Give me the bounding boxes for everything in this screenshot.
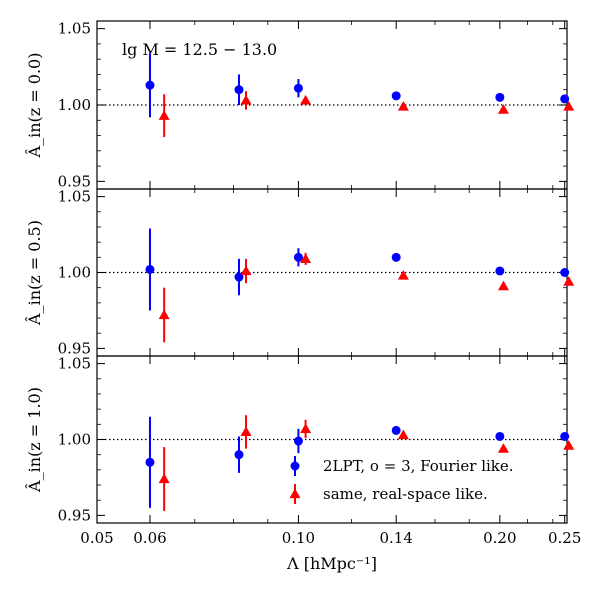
- data-point-circle: [560, 431, 570, 441]
- data-point-triangle: [158, 309, 170, 320]
- data-point-circle: [495, 431, 505, 441]
- data-point-circle: [391, 252, 401, 262]
- mass-bin-annotation: lg M = 12.5 − 13.0: [122, 40, 277, 59]
- data-point-triangle: [397, 101, 409, 111]
- data-point-circle: [293, 252, 303, 262]
- data-point-triangle: [240, 94, 252, 105]
- data-point-triangle: [497, 280, 509, 291]
- x-tick-label: 0.25: [548, 529, 581, 547]
- data-point-circle: [391, 91, 401, 101]
- y-tick-label: 1.00: [58, 96, 91, 114]
- data-point-triangle: [563, 101, 575, 111]
- y-tick-label: 1.05: [58, 355, 91, 373]
- panel-2: 0.95 1.00 1.05 Â_in(z = 1.0): [24, 355, 575, 524]
- legend-label: 2LPT, o = 3, Fourier like.: [323, 457, 514, 475]
- data-point-triangle: [300, 423, 312, 433]
- x-tick-label: 0.05: [80, 529, 113, 547]
- data-point-triangle: [300, 253, 312, 263]
- legend-marker-triangle: [289, 488, 301, 499]
- data-point-triangle: [158, 473, 170, 484]
- data-point-triangle: [300, 94, 312, 105]
- y-tick-label: 1.05: [58, 188, 91, 206]
- data-point-circle: [145, 264, 155, 274]
- data-point-triangle: [240, 265, 252, 276]
- data-point-circle: [234, 450, 244, 460]
- y-tick-label: 1.05: [58, 20, 91, 38]
- panel-0: 0.95 1.00 1.05 Â_in(z = 0.0): [24, 20, 575, 190]
- data-point-circle: [391, 425, 401, 435]
- x-tick-label: 0.10: [282, 529, 315, 547]
- data-point-circle: [560, 94, 570, 104]
- data-point-triangle: [397, 429, 409, 440]
- data-point-circle: [560, 268, 570, 277]
- y-tick-label: 0.95: [58, 506, 91, 524]
- y-tick-label: 1.00: [58, 264, 91, 282]
- data-point-triangle: [240, 426, 252, 437]
- data-point-circle: [145, 457, 155, 467]
- y-tick-label: 0.95: [58, 172, 91, 190]
- y-axis-label: Â_in(z = 0.5): [24, 220, 44, 326]
- legend-label: same, real-space like.: [323, 485, 488, 503]
- data-point-triangle: [563, 276, 575, 286]
- y-tick-label: 0.95: [58, 339, 91, 357]
- data-point-circle: [293, 436, 303, 446]
- data-point-triangle: [158, 110, 170, 120]
- legend-marker-circle: [290, 461, 300, 471]
- data-point-circle: [293, 83, 303, 93]
- y-axis-label: Â_in(z = 1.0): [24, 387, 44, 493]
- x-tick-label: 0.14: [379, 529, 412, 547]
- data-point-circle: [495, 92, 505, 102]
- data-point-triangle: [497, 104, 509, 114]
- data-point-circle: [234, 85, 244, 95]
- data-point-triangle: [563, 440, 575, 450]
- y-tick-label: 1.00: [58, 431, 91, 449]
- data-point-circle: [145, 80, 155, 90]
- data-point-triangle: [397, 270, 409, 280]
- y-axis-label: Â_in(z = 0.0): [24, 53, 44, 159]
- panel-1: 0.95 1.00 1.05 Â_in(z = 0.5): [24, 188, 575, 357]
- x-tick-label: 0.06: [133, 529, 166, 547]
- x-axis-label: Λ [hMpc⁻¹]: [286, 554, 377, 573]
- data-point-triangle: [497, 443, 509, 453]
- x-tick-label: 0.20: [483, 529, 516, 547]
- data-point-circle: [495, 266, 505, 276]
